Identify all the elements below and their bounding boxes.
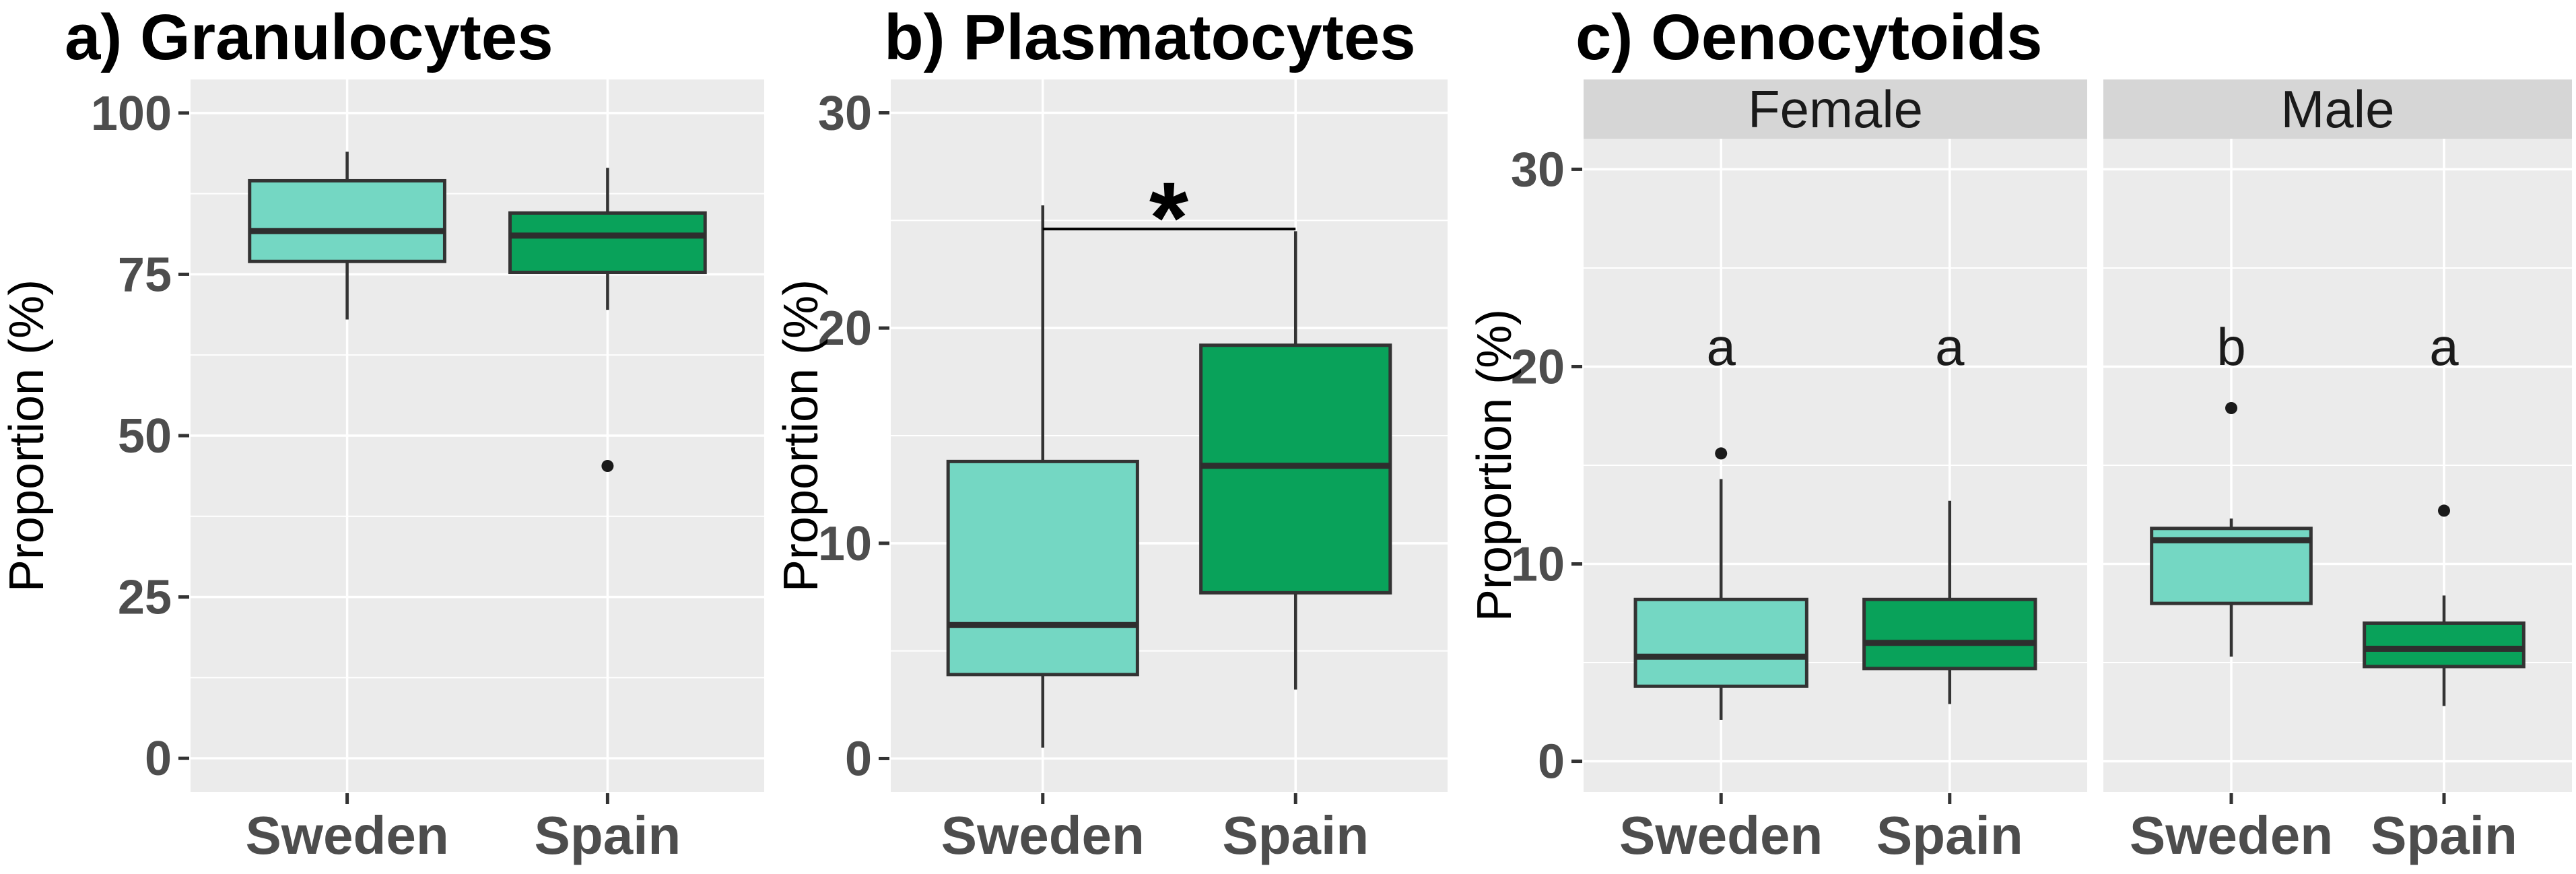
panel-b-title: b) Plasmatocytes xyxy=(884,1,1416,73)
sig-letter: b xyxy=(2216,317,2245,376)
y-tick-label: 20 xyxy=(818,302,872,356)
y-axis-title-b: Proportion (%) xyxy=(774,279,828,593)
x-category-label: Spain xyxy=(534,805,681,865)
facet-strip-male: Male xyxy=(2103,79,2572,139)
panel-c-title: c) Oenocytoids xyxy=(1575,1,2043,73)
box-sweden xyxy=(946,459,1139,677)
y-tick-label: 10 xyxy=(1511,538,1565,592)
y-tick-label: 30 xyxy=(818,87,872,141)
facet-strip-male-label: Male xyxy=(2280,79,2395,139)
y-tick-label: 100 xyxy=(91,87,172,141)
y-tick-label: 10 xyxy=(818,517,872,571)
y-tick-label: 75 xyxy=(118,248,172,302)
box-spain xyxy=(1862,597,2037,671)
outlier-point xyxy=(601,460,614,473)
y-tick-label: 30 xyxy=(1511,143,1565,197)
sig-letter: a xyxy=(1935,317,1965,376)
sig-letter: a xyxy=(2429,317,2459,376)
x-category-label: Spain xyxy=(1876,805,2023,865)
box-spain xyxy=(2363,621,2526,669)
x-category-label: Sweden xyxy=(2130,805,2333,865)
x-category-label: Sweden xyxy=(1619,805,1823,865)
x-category-label: Sweden xyxy=(245,805,448,865)
facet-strip-female-label: Female xyxy=(1747,79,1924,139)
box-spain xyxy=(1199,343,1392,595)
y-axis-title-a: Proportion (%) xyxy=(0,279,54,593)
x-category-label: Spain xyxy=(2371,805,2517,865)
box-sweden xyxy=(1633,597,1808,688)
y-tick-label: 0 xyxy=(1538,735,1565,789)
y-tick-label: 50 xyxy=(118,409,172,463)
y-tick-label: 20 xyxy=(1511,340,1565,394)
y-tick-label: 0 xyxy=(845,732,872,786)
significance-star: * xyxy=(1149,161,1189,274)
y-tick-label: 0 xyxy=(145,732,172,786)
panel-a-title: a) Granulocytes xyxy=(65,1,553,73)
box-sweden xyxy=(248,178,446,263)
outlier-point xyxy=(2225,402,2238,415)
facet-strip-female: Female xyxy=(1584,79,2087,139)
outlier-point xyxy=(2437,504,2450,517)
box-spain xyxy=(508,211,707,275)
y-tick-label: 25 xyxy=(118,571,172,625)
outlier-point xyxy=(1715,447,1728,460)
y-axis-title-c: Proportion (%) xyxy=(1468,308,1522,622)
sig-letter: a xyxy=(1707,317,1736,376)
x-category-label: Sweden xyxy=(941,805,1145,865)
x-category-label: Spain xyxy=(1222,805,1369,865)
